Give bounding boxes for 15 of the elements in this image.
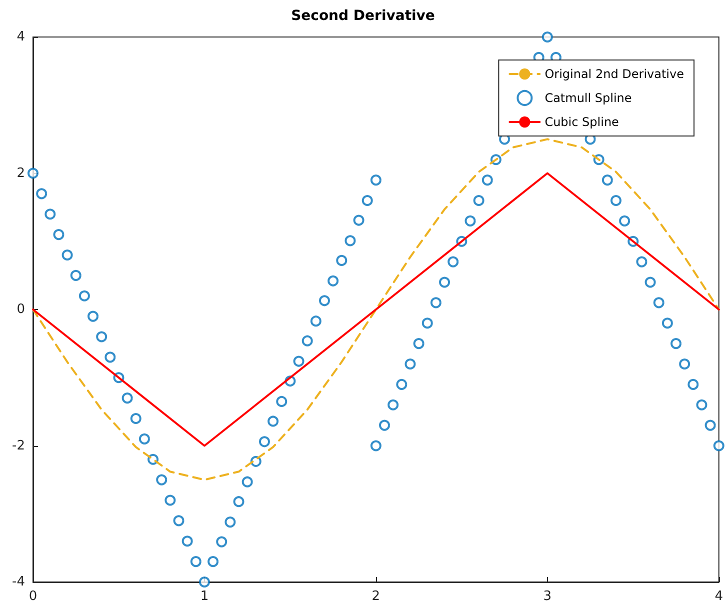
y-tick-label: 4 bbox=[16, 30, 25, 44]
legend-label: Cubic Spline bbox=[544, 115, 619, 129]
x-tick-label: 0 bbox=[28, 589, 38, 604]
y-tick-label: -4 bbox=[12, 574, 25, 590]
legend-label: Original 2nd Derivative bbox=[544, 67, 684, 81]
x-tick-label: 4 bbox=[714, 589, 724, 604]
x-tick-label: 2 bbox=[372, 589, 380, 604]
line-series bbox=[32, 138, 720, 481]
y-tick-label: 2 bbox=[16, 166, 25, 181]
legend-label: Catmull Spline bbox=[544, 91, 632, 105]
x-tick-label: 3 bbox=[543, 589, 552, 604]
y-tick-label: -2 bbox=[12, 438, 25, 454]
y-tick-label: 0 bbox=[16, 302, 25, 317]
chart-title: Second Derivative bbox=[291, 8, 435, 24]
x-tick-label: 1 bbox=[200, 589, 209, 604]
